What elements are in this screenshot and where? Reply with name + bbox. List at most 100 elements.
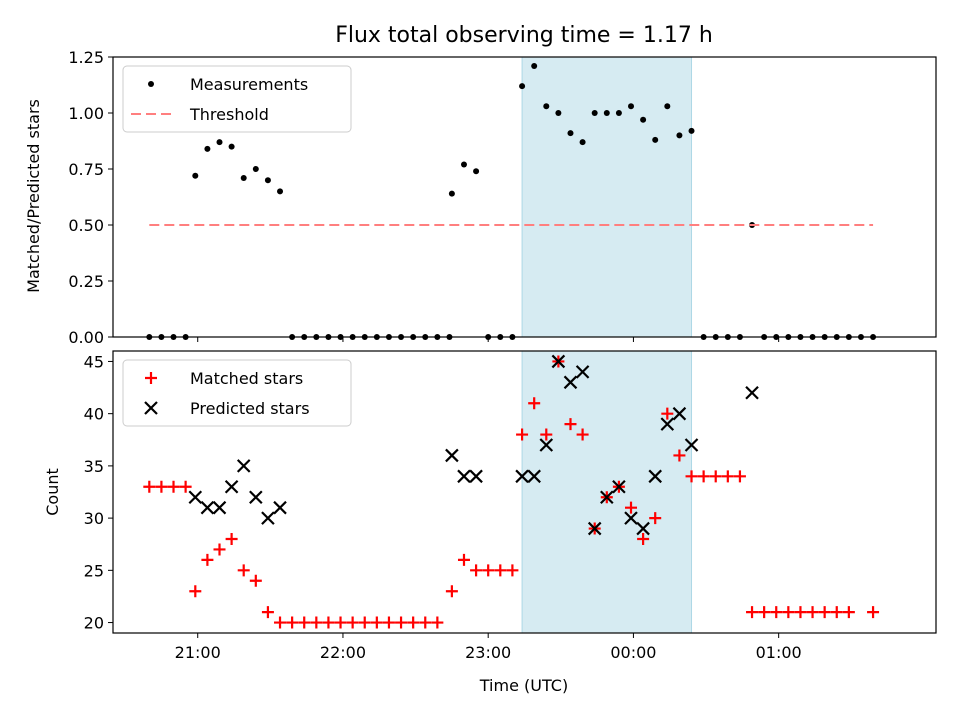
predicted-star-point <box>624 511 638 525</box>
matched-star-point <box>143 480 156 493</box>
axes-frame <box>112 350 937 634</box>
matched-star-point <box>697 470 710 483</box>
matched-star-point <box>201 553 214 566</box>
predicted-star-point <box>249 490 263 504</box>
predicted-star-point <box>515 469 529 484</box>
predicted-star-point <box>672 406 687 421</box>
axes-frame <box>112 56 937 338</box>
matched-star-point <box>395 616 408 629</box>
y-tick-label: 45 <box>84 352 104 371</box>
predicted-star-point <box>527 469 541 484</box>
measurement-point <box>460 161 467 168</box>
matched-star-point <box>237 564 250 577</box>
matched-star-point <box>721 470 734 483</box>
measurement-point <box>216 139 223 146</box>
matched-star-point <box>225 533 238 545</box>
x-tick-label: 22:00 <box>320 643 366 662</box>
predicted-star-point <box>445 448 459 463</box>
predicted-star-point <box>636 521 650 536</box>
measurement-point <box>664 103 671 110</box>
matched-star-point <box>470 564 483 577</box>
measurement-point <box>640 116 647 123</box>
predicted-star-point <box>600 490 614 504</box>
matched-star-point <box>189 585 202 598</box>
matched-star-point <box>382 616 395 629</box>
predicted-star-point <box>273 500 287 515</box>
matched-star-point <box>794 606 807 619</box>
y-tick-label: 0.50 <box>68 216 104 235</box>
measurement-point <box>277 188 284 195</box>
matched-star-point <box>494 564 507 577</box>
matched-star-point <box>334 616 347 629</box>
legend: Measurements Threshold <box>122 65 352 133</box>
predicted-star-point <box>563 375 578 390</box>
measurement-point <box>473 168 480 175</box>
measurement-point <box>204 145 211 152</box>
matched-star-point <box>274 616 287 629</box>
legend-marker-measurements <box>148 81 154 87</box>
predicted-star-point <box>612 480 626 494</box>
matched-star-point <box>179 480 192 493</box>
matched-star-point <box>540 428 553 441</box>
measurement-point <box>603 110 610 116</box>
matched-star-point <box>867 606 880 619</box>
x-tick-label: 21:00 <box>175 643 221 662</box>
measurement-point <box>252 166 259 172</box>
matched-star-point <box>431 616 444 629</box>
matched-star-point <box>445 585 458 598</box>
matched-star-point <box>457 553 470 566</box>
y-tick-label: 20 <box>84 614 104 633</box>
predicted-star-point <box>551 354 566 369</box>
matched-star-point <box>506 564 519 577</box>
measurement-point <box>264 177 271 184</box>
legend-label: Measurements <box>190 75 308 94</box>
legend-marker-matched <box>145 372 157 384</box>
predicted-star-point <box>684 438 699 452</box>
predicted-star-point <box>261 511 275 525</box>
predicted-star-point <box>236 459 251 473</box>
matched-star-point <box>673 449 686 462</box>
x-tick-label: 01:00 <box>756 643 802 662</box>
matched-star-point <box>370 616 383 629</box>
legend-box <box>122 65 352 133</box>
predicted-star-point <box>212 500 227 515</box>
matched-star-point <box>346 616 359 629</box>
predicted-star-point <box>575 365 590 379</box>
matched-star-point <box>249 574 262 587</box>
measurement-point <box>567 130 574 137</box>
shaded-interval <box>521 56 693 338</box>
panel-matched-ratio: 0.00 0.25 0.50 0.75 1.00 1.25 Measurements Thre… <box>68 48 937 347</box>
matched-star-point <box>625 501 638 514</box>
measurement-point <box>543 103 550 110</box>
measurement-point <box>615 110 622 116</box>
matched-star-point <box>528 397 541 410</box>
matched-star-point <box>261 606 274 619</box>
matched-star-point <box>830 606 843 619</box>
y-tick-label: 0.25 <box>68 272 104 291</box>
y-axis-label-ratio: Matched/Predicted stars <box>24 99 43 293</box>
matched-star-point <box>298 616 311 629</box>
matched-star-point <box>685 470 698 483</box>
legend-label: Threshold <box>189 105 269 124</box>
legend-label: Predicted stars <box>190 399 310 418</box>
measurement-point <box>192 172 199 179</box>
matched-star-point <box>482 564 495 577</box>
measurement-point <box>519 83 526 90</box>
measurement-point <box>228 143 235 150</box>
matched-star-point <box>758 606 771 619</box>
predicted-star-point <box>587 521 602 536</box>
y-tick-label: 25 <box>84 561 104 580</box>
x-axis-label: Time (UTC) <box>479 676 568 695</box>
y-axis-label-count: Count <box>43 468 62 516</box>
matched-star-point <box>167 480 180 493</box>
matched-star-point <box>806 606 819 619</box>
measurement-point <box>555 110 562 116</box>
matched-star-point <box>516 428 529 441</box>
matched-star-point <box>155 480 168 493</box>
matched-star-point <box>709 470 722 483</box>
y-tick-label: 1.25 <box>68 48 104 67</box>
y-tick-label: 30 <box>84 509 104 528</box>
matched-star-point <box>310 616 323 629</box>
predicted-star-point <box>457 469 471 484</box>
